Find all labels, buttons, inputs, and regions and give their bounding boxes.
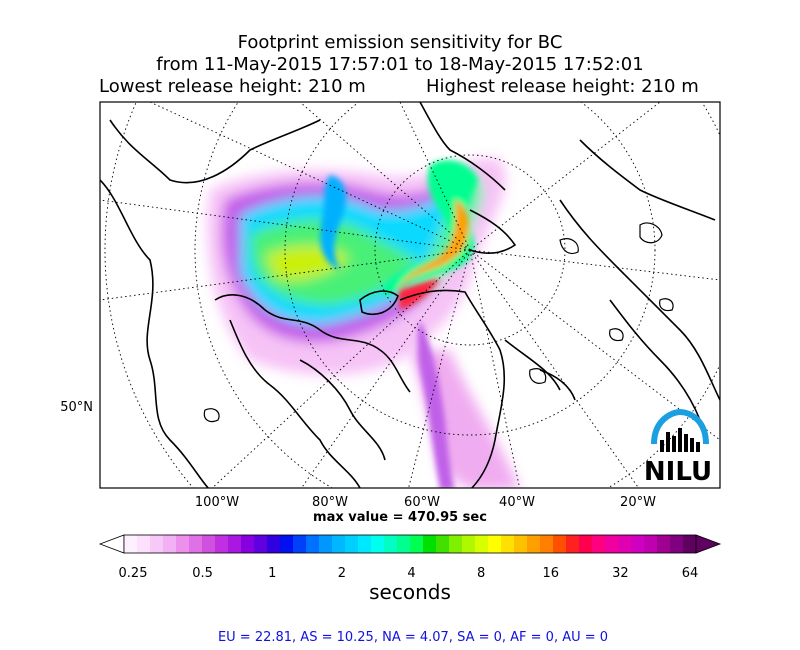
colorbar-segment xyxy=(319,535,333,553)
colorbar-segment xyxy=(644,535,658,553)
max-value-label: max value = 470.95 sec xyxy=(313,510,487,525)
colorbar-segment xyxy=(618,535,632,553)
colorbar-segment xyxy=(514,535,528,553)
x-tick-label: 100°W xyxy=(195,495,239,510)
colorbar-segment xyxy=(449,535,463,553)
chart-title: Footprint emission sensitivity for BC xyxy=(237,32,563,53)
region-values: EU = 22.81, AS = 10.25, NA = 4.07, SA = … xyxy=(217,630,609,645)
colorbar-segment xyxy=(254,535,268,553)
colorbar-segment xyxy=(332,535,346,553)
colorbar-segment xyxy=(371,535,385,553)
colorbar-segment xyxy=(345,535,359,553)
colorbar-segment xyxy=(306,535,320,553)
colorbar-segment xyxy=(670,535,684,553)
colorbar-tick-label: 0.25 xyxy=(119,566,148,581)
colorbar-segment xyxy=(631,535,645,553)
colorbar-tick-label: 32 xyxy=(612,566,629,581)
coastlines xyxy=(100,102,720,488)
x-tick-label: 20°W xyxy=(620,495,656,510)
logo-text: NILU xyxy=(644,457,712,487)
map-frame xyxy=(99,101,721,489)
colorbar-segment xyxy=(462,535,476,553)
y-tick-labels: 50°N xyxy=(60,400,93,415)
x-tick-labels: 100°W 80°W 60°W 40°W 20°W xyxy=(195,495,656,510)
sensitivity-field xyxy=(207,158,520,488)
colorbar-tick-label: 4 xyxy=(407,566,415,581)
colorbar-tick-label: 1 xyxy=(268,566,276,581)
colorbar-segment xyxy=(475,535,489,553)
colorbar-segment xyxy=(436,535,450,553)
colorbar-segment xyxy=(267,535,281,553)
logo-skyline-icon xyxy=(660,428,700,452)
logo-arc-icon xyxy=(651,408,709,445)
x-tick-label: 60°W xyxy=(404,495,440,510)
colorbar-segment xyxy=(241,535,255,553)
colorbar-segment xyxy=(553,535,567,553)
chart-subtitle-period: from 11-May-2015 17:57:01 to 18-May-2015… xyxy=(156,54,644,75)
map-area xyxy=(100,102,720,488)
lowest-release-height: Lowest release height: 210 m xyxy=(99,76,366,97)
colorbar-segment xyxy=(592,535,606,553)
colorbar-segment xyxy=(605,535,619,553)
nilu-logo: NILU xyxy=(644,408,712,487)
colorbar-tick-label: 16 xyxy=(542,566,559,581)
colorbar-segment xyxy=(384,535,398,553)
colorbar-segment xyxy=(501,535,515,553)
colorbar-segment xyxy=(163,535,177,553)
colorbar-unit: seconds xyxy=(369,580,451,604)
colorbar-tick-label: 0.5 xyxy=(192,566,213,581)
colorbar-segment xyxy=(397,535,411,553)
colorbar-segment xyxy=(683,535,697,553)
colorbar: 0.25 0.5 1 2 4 8 16 32 64 xyxy=(98,534,722,581)
colorbar-tick-label: 64 xyxy=(682,566,699,581)
colorbar-segment xyxy=(215,535,229,553)
colorbar-frame xyxy=(123,534,697,554)
colorbar-extend-high xyxy=(695,534,722,554)
colorbar-segment xyxy=(423,535,437,553)
x-tick-label: 80°W xyxy=(312,495,348,510)
y-tick-label: 50°N xyxy=(60,400,93,415)
colorbar-segment xyxy=(579,535,593,553)
colorbar-extend-low xyxy=(98,534,125,554)
colorbar-segment xyxy=(150,535,164,553)
highest-release-height: Highest release height: 210 m xyxy=(426,76,699,97)
colorbar-segment xyxy=(280,535,294,553)
colorbar-segment xyxy=(657,535,671,553)
colorbar-segment xyxy=(137,535,151,553)
colorbar-tick-label: 8 xyxy=(477,566,485,581)
colorbar-segment xyxy=(293,535,307,553)
colorbar-segment xyxy=(189,535,203,553)
colorbar-segment xyxy=(566,535,580,553)
colorbar-segment xyxy=(228,535,242,553)
colorbar-segment xyxy=(124,535,138,553)
islands xyxy=(203,222,674,423)
colorbar-segment xyxy=(410,535,424,553)
colorbar-segment xyxy=(527,535,541,553)
colorbar-segment xyxy=(176,535,190,553)
colorbar-tick-label: 2 xyxy=(338,566,346,581)
colorbar-segment xyxy=(358,535,372,553)
colorbar-segment xyxy=(488,535,502,553)
colorbar-segment xyxy=(202,535,216,553)
x-tick-label: 40°W xyxy=(499,495,535,510)
colorbar-segment xyxy=(540,535,554,553)
graticule xyxy=(100,102,720,488)
